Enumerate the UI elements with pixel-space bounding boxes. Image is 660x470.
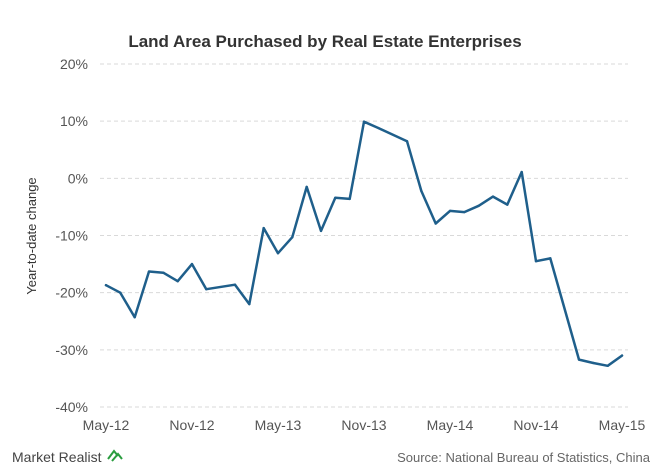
data-point bbox=[205, 288, 208, 291]
data-point bbox=[463, 210, 466, 214]
y-tick-label: -20% bbox=[55, 285, 88, 301]
data-point bbox=[119, 291, 122, 294]
x-tick-label: Nov-12 bbox=[169, 417, 214, 433]
data-point bbox=[348, 197, 351, 201]
y-tick-label: -10% bbox=[55, 228, 88, 244]
data-point bbox=[592, 361, 595, 365]
brand-mark-icon bbox=[107, 449, 123, 462]
series-layer bbox=[104, 120, 624, 368]
y-tick-labels: 20% 10% 0% -10% -20% -30% -40% bbox=[55, 56, 88, 415]
data-point bbox=[262, 226, 265, 230]
y-tick-label: 0% bbox=[68, 170, 88, 186]
data-point bbox=[233, 283, 237, 286]
source-note: Source: National Bureau of Statistics, C… bbox=[397, 450, 651, 465]
brand-name: Market Realist bbox=[12, 449, 102, 465]
data-point bbox=[434, 222, 437, 225]
y-tick-label: -40% bbox=[55, 399, 88, 415]
y-tick-label: -30% bbox=[55, 342, 88, 358]
data-point bbox=[506, 203, 509, 206]
gridlines bbox=[100, 63, 628, 408]
data-point bbox=[104, 284, 108, 287]
data-point bbox=[319, 229, 323, 233]
data-point bbox=[520, 170, 523, 174]
chart-title: Land Area Purchased by Real Estate Enter… bbox=[128, 32, 521, 51]
data-point bbox=[147, 270, 151, 273]
data-point bbox=[420, 189, 423, 193]
data-point bbox=[549, 257, 552, 260]
x-tick-label: May-13 bbox=[255, 417, 302, 433]
data-point bbox=[291, 236, 294, 239]
data-point bbox=[133, 316, 136, 319]
data-point bbox=[334, 196, 337, 199]
y-axis-label: Year-to-date change bbox=[24, 177, 39, 294]
x-tick-label: May-14 bbox=[427, 417, 474, 433]
y-tick-label: 20% bbox=[60, 56, 88, 72]
x-tick-labels: May-12 Nov-12 May-13 Nov-13 May-14 Nov-14 May-… bbox=[83, 417, 646, 433]
data-point bbox=[162, 271, 165, 274]
data-point bbox=[577, 358, 581, 361]
data-point bbox=[248, 302, 251, 306]
y-tick-label: 10% bbox=[60, 113, 88, 129]
data-point bbox=[448, 209, 452, 213]
data-point bbox=[190, 262, 194, 266]
data-point bbox=[276, 252, 280, 255]
x-tick-label: May-15 bbox=[599, 417, 646, 433]
x-tick-label: Nov-14 bbox=[513, 417, 558, 433]
data-point bbox=[176, 280, 179, 283]
x-tick-label: Nov-13 bbox=[341, 417, 386, 433]
data-point bbox=[405, 139, 409, 143]
data-point bbox=[477, 204, 480, 207]
data-point bbox=[534, 260, 538, 263]
series-line bbox=[104, 120, 624, 368]
brand-logo: Market Realist bbox=[12, 449, 123, 465]
data-point bbox=[620, 354, 624, 357]
x-tick-label: May-12 bbox=[83, 417, 130, 433]
data-point bbox=[491, 195, 495, 198]
data-point bbox=[377, 126, 380, 130]
data-point bbox=[362, 120, 366, 123]
data-point bbox=[305, 185, 308, 189]
data-point bbox=[606, 364, 609, 368]
